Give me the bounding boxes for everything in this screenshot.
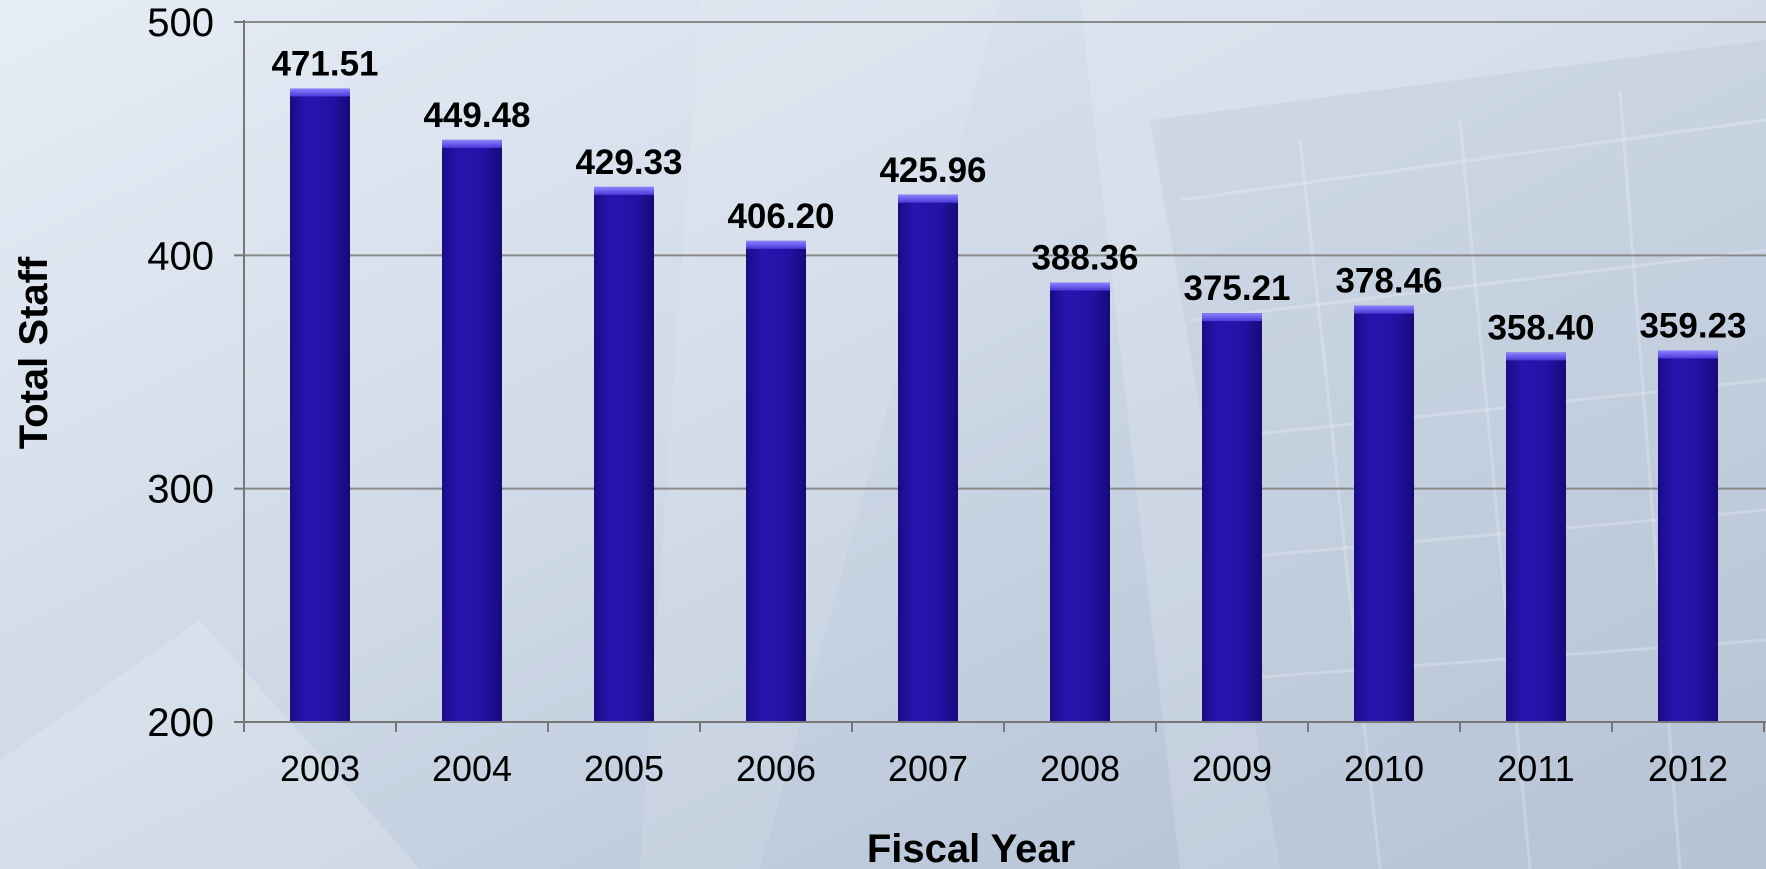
bar <box>1202 313 1262 722</box>
bar <box>594 186 654 722</box>
bar-cap <box>1506 352 1566 361</box>
y-tick-label: 500 <box>147 1 214 45</box>
x-tick-label: 2005 <box>584 748 664 789</box>
x-tick-label: 2011 <box>1497 748 1574 789</box>
y-tick-label: 200 <box>147 701 214 745</box>
data-label: 406.20 <box>727 197 834 236</box>
x-axis-label: Fiscal Year <box>867 827 1075 869</box>
data-label: 378.46 <box>1335 262 1442 301</box>
x-tick-label: 2003 <box>280 748 360 789</box>
x-tick-labels: 2003 2004 2005 2006 2007 2008 2009 2010 2011 2012 <box>280 748 1728 789</box>
bar <box>290 88 350 722</box>
bar-cap <box>1202 313 1262 322</box>
bar <box>442 139 502 722</box>
bar-cap <box>1658 350 1718 359</box>
bar <box>898 194 958 722</box>
x-tick-label: 2008 <box>1040 748 1120 789</box>
x-tick-label: 2004 <box>432 748 512 789</box>
x-tick-label: 2007 <box>888 748 968 789</box>
bar <box>1506 352 1566 722</box>
data-label: 375.21 <box>1183 269 1290 308</box>
data-label: 449.48 <box>423 96 530 135</box>
x-tick-label: 2009 <box>1192 748 1272 789</box>
data-label: 471.51 <box>271 44 378 83</box>
y-tick-labels: 200 300 400 500 <box>147 1 214 745</box>
data-label: 425.96 <box>879 151 986 190</box>
bar <box>746 240 806 722</box>
bar-cap <box>898 194 958 203</box>
data-label: 358.40 <box>1487 308 1594 347</box>
y-tick-label: 300 <box>147 468 214 512</box>
bars <box>290 88 1718 722</box>
bar <box>1050 282 1110 722</box>
x-tick-label: 2010 <box>1344 748 1424 789</box>
x-tick-label: 2012 <box>1648 748 1728 789</box>
axes <box>234 20 1766 732</box>
data-label: 388.36 <box>1031 238 1138 277</box>
y-axis-label: Total Staff <box>12 256 56 449</box>
bar-cap <box>1050 282 1110 291</box>
bar-cap <box>1354 305 1414 314</box>
y-tick-label: 400 <box>147 234 214 278</box>
bar <box>1658 350 1718 722</box>
bar-cap <box>442 139 502 148</box>
data-labels: 471.51 449.48 429.33 406.20 425.96 388.36 375.… <box>271 44 1746 347</box>
bar-cap <box>290 88 350 97</box>
data-label: 359.23 <box>1639 306 1746 345</box>
x-tick-label: 2006 <box>736 748 816 789</box>
bar-cap <box>746 240 806 249</box>
bar <box>1354 305 1414 722</box>
data-label: 429.33 <box>575 143 682 182</box>
bar-cap <box>594 186 654 195</box>
